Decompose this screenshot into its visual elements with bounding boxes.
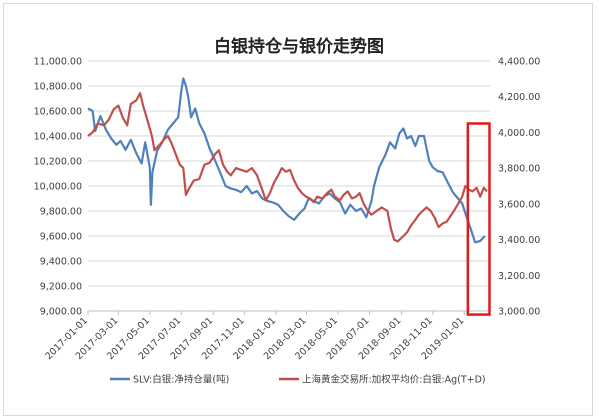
series-layer <box>87 77 488 244</box>
chart-frame: 9,000.00 9,200.00 9,400.00 9,600.00 9,800.00… <box>3 3 593 416</box>
chart-title: 白银持仓与银价走势图 <box>214 36 384 57</box>
left-tick-label: 9,200.00 <box>40 282 82 293</box>
left-tick-label: 10,200.00 <box>34 157 82 168</box>
right-tick-label: 3,000.00 <box>498 307 540 318</box>
right-tick-label: 4,000.00 <box>498 128 540 139</box>
legend: SLV:白银:净持仓量(吨) 上海黄金交易所:加权平均价:白银:Ag(T+D) <box>110 374 486 386</box>
series-line-ag-price <box>87 92 488 243</box>
x-axis: 2017-01-012017-03-012017-05-012017-07-01… <box>43 310 490 362</box>
right-tick-label: 4,400.00 <box>498 57 540 68</box>
left-tick-label: 9,800.00 <box>40 207 82 218</box>
legend-label-ag: 上海黄金交易所:加权平均价:白银:Ag(T+D) <box>302 374 486 386</box>
right-axis: 3,000.00 3,200.00 3,400.00 3,600.00 3,800.00… <box>498 57 540 318</box>
left-tick-label: 10,000.00 <box>34 182 82 193</box>
left-tick-label: 9,600.00 <box>40 232 82 243</box>
left-tick-label: 10,800.00 <box>34 82 82 93</box>
right-tick-label: 3,400.00 <box>498 235 540 246</box>
left-axis: 9,000.00 9,200.00 9,400.00 9,600.00 9,800.00… <box>34 57 82 318</box>
left-tick-label: 9,000.00 <box>40 307 82 318</box>
right-tick-label: 3,600.00 <box>498 199 540 210</box>
highlight-box <box>466 122 491 316</box>
right-tick-label: 3,800.00 <box>498 164 540 175</box>
highlight-layer <box>466 122 491 316</box>
left-tick-label: 9,400.00 <box>40 257 82 268</box>
chart-canvas: 9,000.00 9,200.00 9,400.00 9,600.00 9,800.00… <box>34 36 541 386</box>
right-tick-label: 3,200.00 <box>498 271 540 282</box>
left-tick-label: 10,400.00 <box>34 132 82 143</box>
grid-lines <box>88 60 490 312</box>
series-line-slv-holdings <box>87 77 486 244</box>
legend-label-slv: SLV:白银:净持仓量(吨) <box>133 374 229 386</box>
left-tick-label: 10,600.00 <box>34 107 82 118</box>
left-tick-label: 11,000.00 <box>34 57 82 68</box>
right-tick-label: 4,200.00 <box>498 92 540 103</box>
